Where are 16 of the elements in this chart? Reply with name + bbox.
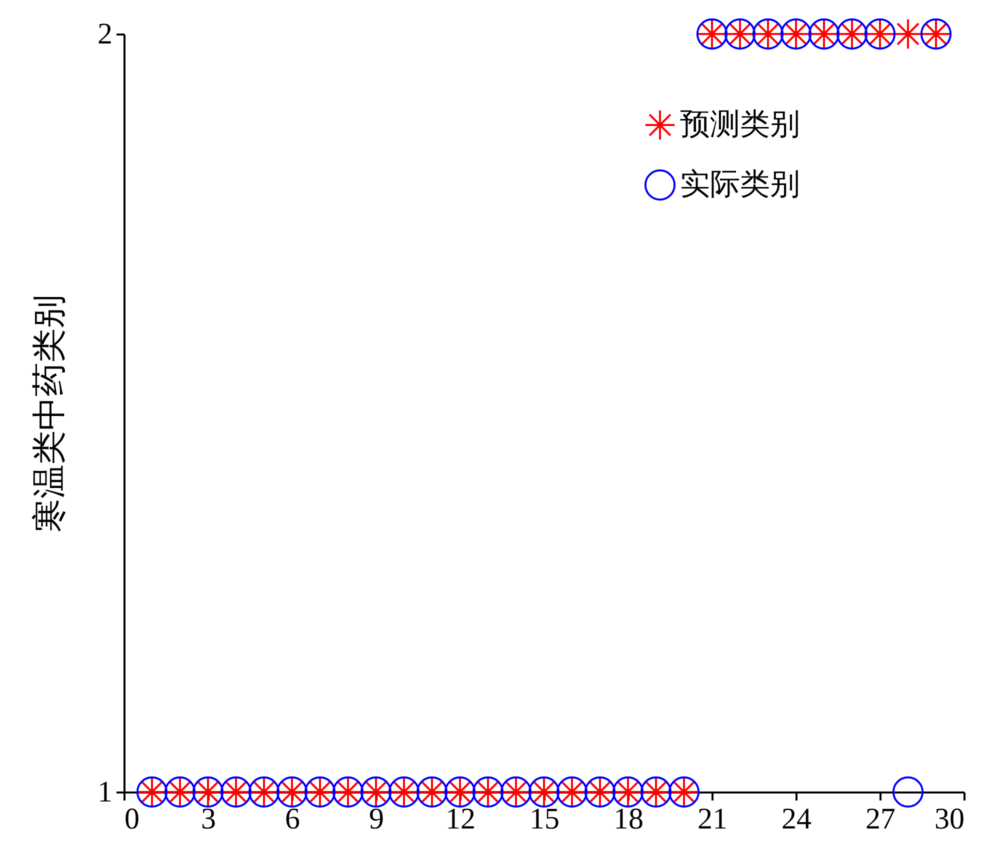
x-tick-label: 6 bbox=[285, 802, 300, 836]
x-tick-label: 12 bbox=[446, 802, 476, 836]
x-tick-label: 24 bbox=[782, 802, 812, 836]
x-tick-label: 9 bbox=[369, 802, 384, 836]
legend-label: 实际类别 bbox=[680, 168, 800, 201]
x-tick-label: 30 bbox=[934, 802, 964, 836]
legend-label: 预测类别 bbox=[680, 108, 800, 141]
x-tick-label: 3 bbox=[201, 802, 216, 836]
y-tick-label: 2 bbox=[98, 18, 112, 50]
x-tick-label: 0 bbox=[124, 802, 140, 836]
x-tick-label: 15 bbox=[530, 802, 560, 836]
x-tick-label: 21 bbox=[698, 802, 728, 836]
x-tick-label: 18 bbox=[614, 802, 644, 836]
x-tick-label: 27 bbox=[866, 802, 896, 836]
y-axis-title: 寒温类中药类别 bbox=[32, 294, 68, 532]
y-tick-label: 1 bbox=[98, 776, 112, 808]
